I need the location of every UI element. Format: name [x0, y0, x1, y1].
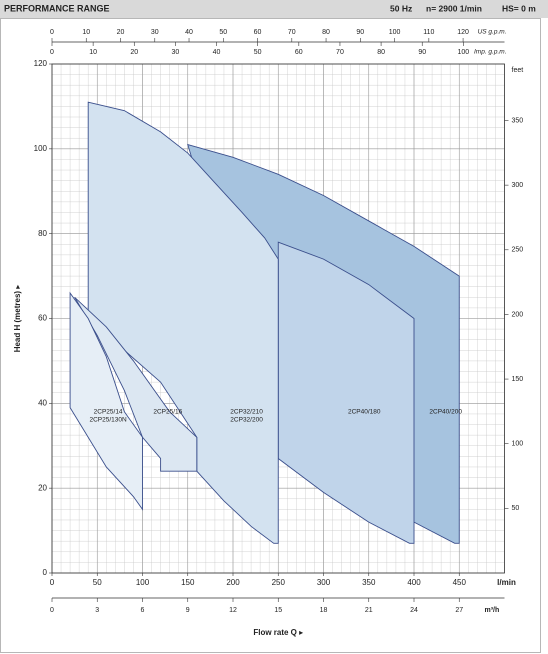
- top-tick-label: 120: [457, 29, 469, 36]
- x-tick-label: 300: [317, 578, 331, 587]
- header-title: PERFORMANCE RANGE: [4, 3, 110, 13]
- y2-tick-label: 250: [512, 247, 524, 254]
- top-axis-label: Imp. g.p.m.: [474, 49, 507, 56]
- top-tick-label: 0: [50, 29, 54, 36]
- bottom-tick-label: 0: [50, 607, 54, 614]
- y-tick-label: 80: [38, 229, 47, 238]
- y2-tick-label: 200: [512, 311, 524, 318]
- header-frequency: 50 Hz: [390, 3, 412, 13]
- top-tick-label: 0: [50, 49, 54, 56]
- x-tick-label: 200: [226, 578, 240, 587]
- region-label: 2CP32/200: [230, 417, 263, 424]
- y2-tick-label: 150: [512, 376, 524, 383]
- x-tick-label: 450: [453, 578, 467, 587]
- bottom-tick-label: 9: [186, 607, 190, 614]
- region-label: 2CP40/180: [348, 409, 381, 416]
- y-tick-label: 0: [43, 568, 48, 577]
- top-tick-label: 10: [82, 29, 90, 36]
- top-tick-label: 70: [288, 29, 296, 36]
- y-tick-label: 60: [38, 314, 47, 323]
- bottom-tick-label: 12: [229, 607, 237, 614]
- top-tick-label: 50: [254, 49, 262, 56]
- y2-tick-label: 300: [512, 182, 524, 189]
- top-tick-label: 30: [172, 49, 180, 56]
- top-tick-label: 60: [295, 49, 303, 56]
- top-tick-label: 80: [377, 49, 385, 56]
- bottom-tick-label: 3: [95, 607, 99, 614]
- performance-region: [74, 296, 198, 472]
- x-tick-label: 100: [136, 578, 150, 587]
- x-tick-label: 350: [362, 578, 376, 587]
- x-tick-label: 0: [50, 578, 55, 587]
- header-speed: n= 2900 1/min: [426, 3, 482, 13]
- region-label: 2CP25/16: [153, 409, 182, 416]
- bottom-tick-label: 18: [320, 607, 328, 614]
- header-bar: [0, 0, 548, 18]
- top-tick-label: 80: [322, 29, 330, 36]
- x-tick-label: 50: [93, 578, 102, 587]
- x-tick-label: 250: [272, 578, 286, 587]
- top-tick-label: 20: [130, 49, 138, 56]
- top-tick-label: 70: [336, 49, 344, 56]
- header-suction: HS= 0 m: [502, 3, 536, 13]
- y-axis-label: Head H (metres) ▸: [13, 285, 22, 353]
- y2-tick-label: 350: [512, 117, 524, 124]
- top-tick-label: 40: [185, 29, 193, 36]
- y2-tick-label: 100: [512, 441, 524, 448]
- performance-region: [87, 101, 279, 544]
- top-tick-label: 50: [219, 29, 227, 36]
- y-tick-label: 40: [38, 398, 47, 407]
- page-frame: [0, 18, 541, 653]
- performance-region: [69, 291, 143, 511]
- x-tick-label: 150: [181, 578, 195, 587]
- top-tick-label: 60: [254, 29, 262, 36]
- top-axis-label: US g.p.m.: [478, 29, 507, 36]
- x-unit-label: l/min: [497, 578, 516, 587]
- region-label: 2CP40/200: [429, 409, 462, 416]
- bottom-tick-label: 24: [410, 607, 418, 614]
- bottom-tick-label: 27: [455, 607, 463, 614]
- bottom-tick-label: 6: [141, 607, 145, 614]
- y-tick-label: 20: [38, 483, 47, 492]
- top-tick-label: 40: [213, 49, 221, 56]
- region-label: 2CP32/210: [230, 409, 263, 416]
- top-tick-label: 100: [458, 49, 470, 56]
- top-tick-label: 20: [117, 29, 125, 36]
- region-label: 2CP25/14: [94, 409, 123, 416]
- y-tick-label: 120: [34, 59, 48, 68]
- bottom-axis-label: m³/h: [485, 607, 500, 614]
- bottom-tick-label: 15: [274, 607, 282, 614]
- y2-axis-label: feet: [512, 67, 524, 74]
- top-tick-label: 110: [423, 29, 434, 36]
- top-tick-label: 90: [356, 29, 364, 36]
- top-tick-label: 90: [418, 49, 426, 56]
- performance-region: [277, 241, 415, 544]
- top-tick-label: 30: [151, 29, 159, 36]
- y2-tick-label: 50: [512, 505, 520, 512]
- top-tick-label: 100: [389, 29, 401, 36]
- x-axis-label: Flow rate Q ▸: [253, 628, 303, 637]
- bottom-tick-label: 21: [365, 607, 373, 614]
- x-tick-label: 400: [407, 578, 421, 587]
- top-tick-label: 10: [89, 49, 97, 56]
- y-tick-label: 100: [34, 144, 48, 153]
- region-label: 2CP25/130N: [89, 417, 127, 424]
